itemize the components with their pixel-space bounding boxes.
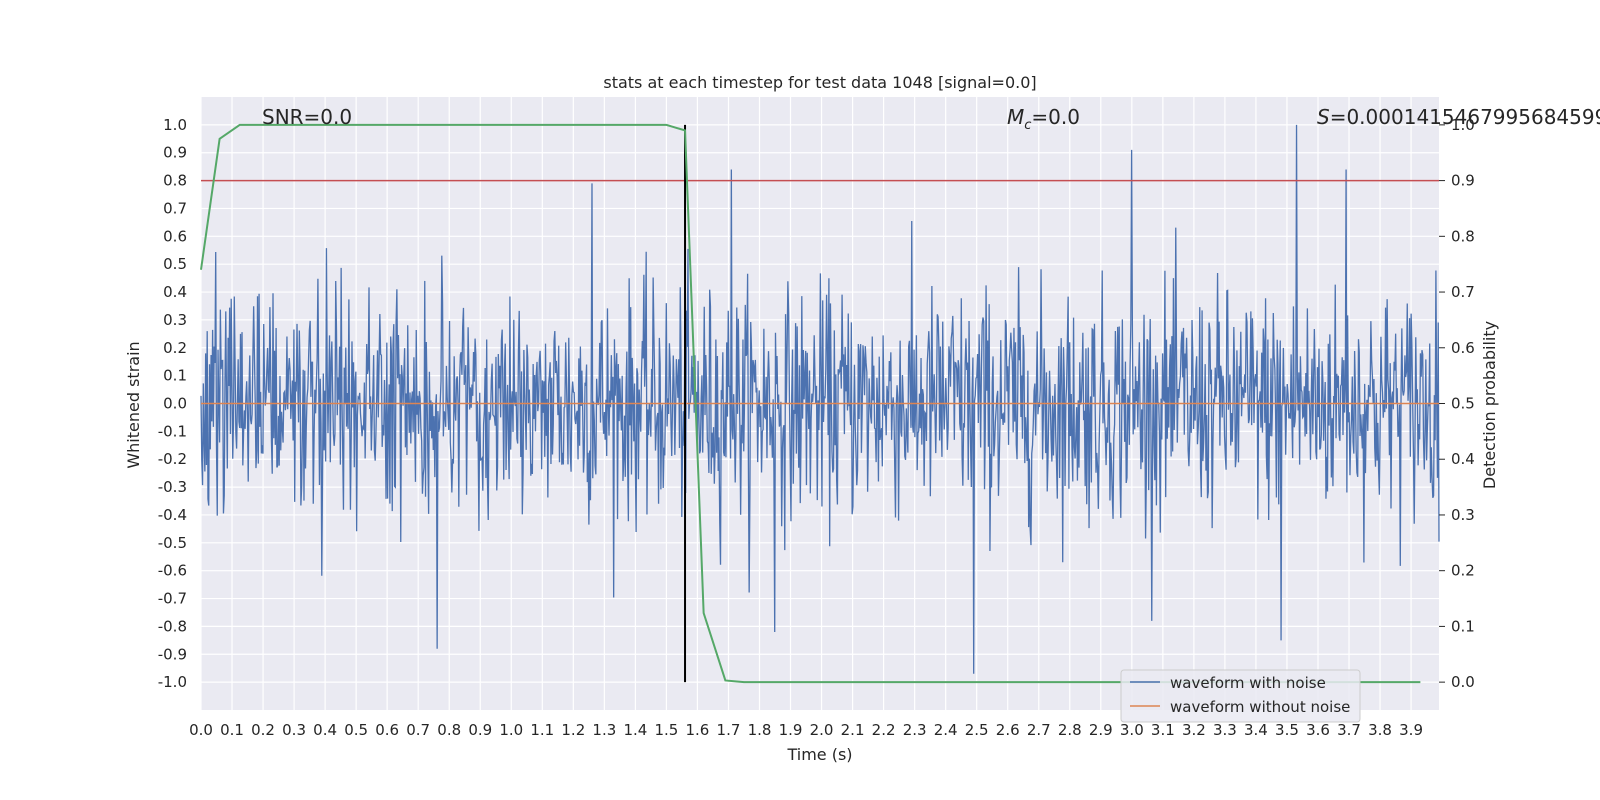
x-tick-label: 1.7 — [717, 721, 741, 739]
annotation-chirp-mass: Mc=0.0 — [1007, 105, 1080, 133]
x-tick-label: 3.8 — [1368, 721, 1392, 739]
y-tick-label: -0.8 — [158, 617, 187, 635]
y-tick-label: 0.0 — [163, 395, 187, 413]
legend-label-noise: waveform with noise — [1170, 674, 1326, 692]
y2-tick-label: 1.0 — [1451, 116, 1475, 134]
y-tick-label: 0.1 — [163, 367, 187, 385]
x-tick-label: 2.6 — [996, 721, 1020, 739]
legend-label-clean: waveform without noise — [1170, 698, 1350, 716]
y-tick-label: -0.9 — [158, 645, 187, 663]
y-tick-label: 0.8 — [163, 172, 187, 190]
x-tick-label: 1.8 — [748, 721, 772, 739]
x-tick-label: 3.4 — [1244, 721, 1268, 739]
y2-tick-label: 0.5 — [1451, 395, 1475, 413]
x-tick-label: 3.9 — [1399, 721, 1423, 739]
y-tick-label: 0.9 — [163, 144, 187, 162]
y2-axis-label: Detection probability — [1480, 321, 1499, 489]
x-tick-label: 0.8 — [437, 721, 461, 739]
y-tick-label: -0.4 — [158, 506, 187, 524]
y-tick-label: 0.4 — [163, 283, 187, 301]
x-tick-label: 0.3 — [282, 721, 306, 739]
x-tick-label: 3.6 — [1306, 721, 1330, 739]
y2-tick-label: 0.6 — [1451, 339, 1475, 357]
y-tick-label: 1.0 — [163, 116, 187, 134]
x-tick-label: 1.6 — [686, 721, 710, 739]
x-tick-label: 0.5 — [344, 721, 368, 739]
y2-tick-label: 0.2 — [1451, 562, 1475, 580]
x-tick-label: 1.1 — [530, 721, 554, 739]
legend-box — [1120, 669, 1361, 723]
y2-tick-label: 0.1 — [1451, 617, 1475, 635]
x-tick-label: 0.4 — [313, 721, 337, 739]
x-tick-label: 3.0 — [1120, 721, 1144, 739]
annotation-chirp-mass-symbol: M — [1007, 105, 1024, 129]
annotation-chirp-mass-subscript: c — [1024, 118, 1031, 133]
annotation-s-symbol: S — [1317, 105, 1330, 129]
annotation-s: S=0.0001415467995684599 — [1317, 105, 1600, 129]
x-tick-label: 2.5 — [965, 721, 989, 739]
y2-tick-label: 0.4 — [1451, 450, 1475, 468]
x-tick-label: 0.7 — [406, 721, 430, 739]
x-axis-label: Time (s) — [786, 745, 852, 764]
x-tick-label: 1.9 — [779, 721, 803, 739]
x-tick-label: 1.2 — [561, 721, 585, 739]
y-tick-label: 0.7 — [163, 199, 187, 217]
x-tick-label: 2.0 — [810, 721, 834, 739]
x-tick-label: 0.9 — [468, 721, 492, 739]
x-tick-label: 0.2 — [251, 721, 275, 739]
y2-tick-label: 0.8 — [1451, 227, 1475, 245]
x-tick-label: 2.3 — [903, 721, 927, 739]
x-tick-label: 0.6 — [375, 721, 399, 739]
y-tick-label: 0.3 — [163, 311, 187, 329]
annotation-snr: SNR=0.0 — [262, 105, 352, 129]
y2-tick-label: 0.0 — [1451, 673, 1475, 691]
x-tick-label: 0.1 — [220, 721, 244, 739]
x-tick-label: 1.5 — [654, 721, 678, 739]
x-tick-label: 3.3 — [1213, 721, 1237, 739]
y-tick-label: -0.7 — [158, 590, 187, 608]
legend: waveform with noise waveform without noi… — [1120, 669, 1361, 723]
x-tick-label: 2.4 — [934, 721, 958, 739]
series-waveform-with-noise — [200, 124, 1440, 674]
annotation-s-value: =0.0001415467995684599 — [1330, 105, 1600, 129]
y2-tick-label: 0.9 — [1451, 172, 1475, 190]
x-tick-label: 3.1 — [1151, 721, 1175, 739]
x-tick-label: 2.9 — [1089, 721, 1113, 739]
x-tick-label: 2.7 — [1027, 721, 1051, 739]
y-tick-label: -0.3 — [158, 478, 187, 496]
x-tick-label: 1.3 — [592, 721, 616, 739]
y-axis-label: Whitened strain — [124, 341, 143, 468]
y-tick-label: -0.5 — [158, 534, 187, 552]
y-tick-label: 0.6 — [163, 227, 187, 245]
x-tick-label: 3.5 — [1275, 721, 1299, 739]
x-tick-label: 0.0 — [189, 721, 213, 739]
y2-tick-label: 0.3 — [1451, 506, 1475, 524]
annotation-chirp-mass-value: =0.0 — [1031, 105, 1080, 129]
y-tick-label: -0.2 — [158, 450, 187, 468]
x-tick-label: 2.1 — [841, 721, 865, 739]
x-tick-label: 1.0 — [499, 721, 523, 739]
x-tick-label: 3.7 — [1337, 721, 1361, 739]
x-tick-label: 2.2 — [872, 721, 896, 739]
y-tick-label: -1.0 — [158, 673, 187, 691]
x-tick-label: 2.8 — [1058, 721, 1082, 739]
y-tick-label: 0.5 — [163, 255, 187, 273]
chart-title: stats at each timestep for test data 104… — [603, 73, 1036, 92]
y2-tick-label: 0.7 — [1451, 283, 1475, 301]
y-tick-label: -0.1 — [158, 422, 187, 440]
x-tick-label: 3.2 — [1182, 721, 1206, 739]
x-tick-label: 1.4 — [623, 721, 647, 739]
y-tick-label: 0.2 — [163, 339, 187, 357]
series-detection-probability — [200, 123, 1421, 684]
y-tick-label: -0.6 — [158, 562, 187, 580]
